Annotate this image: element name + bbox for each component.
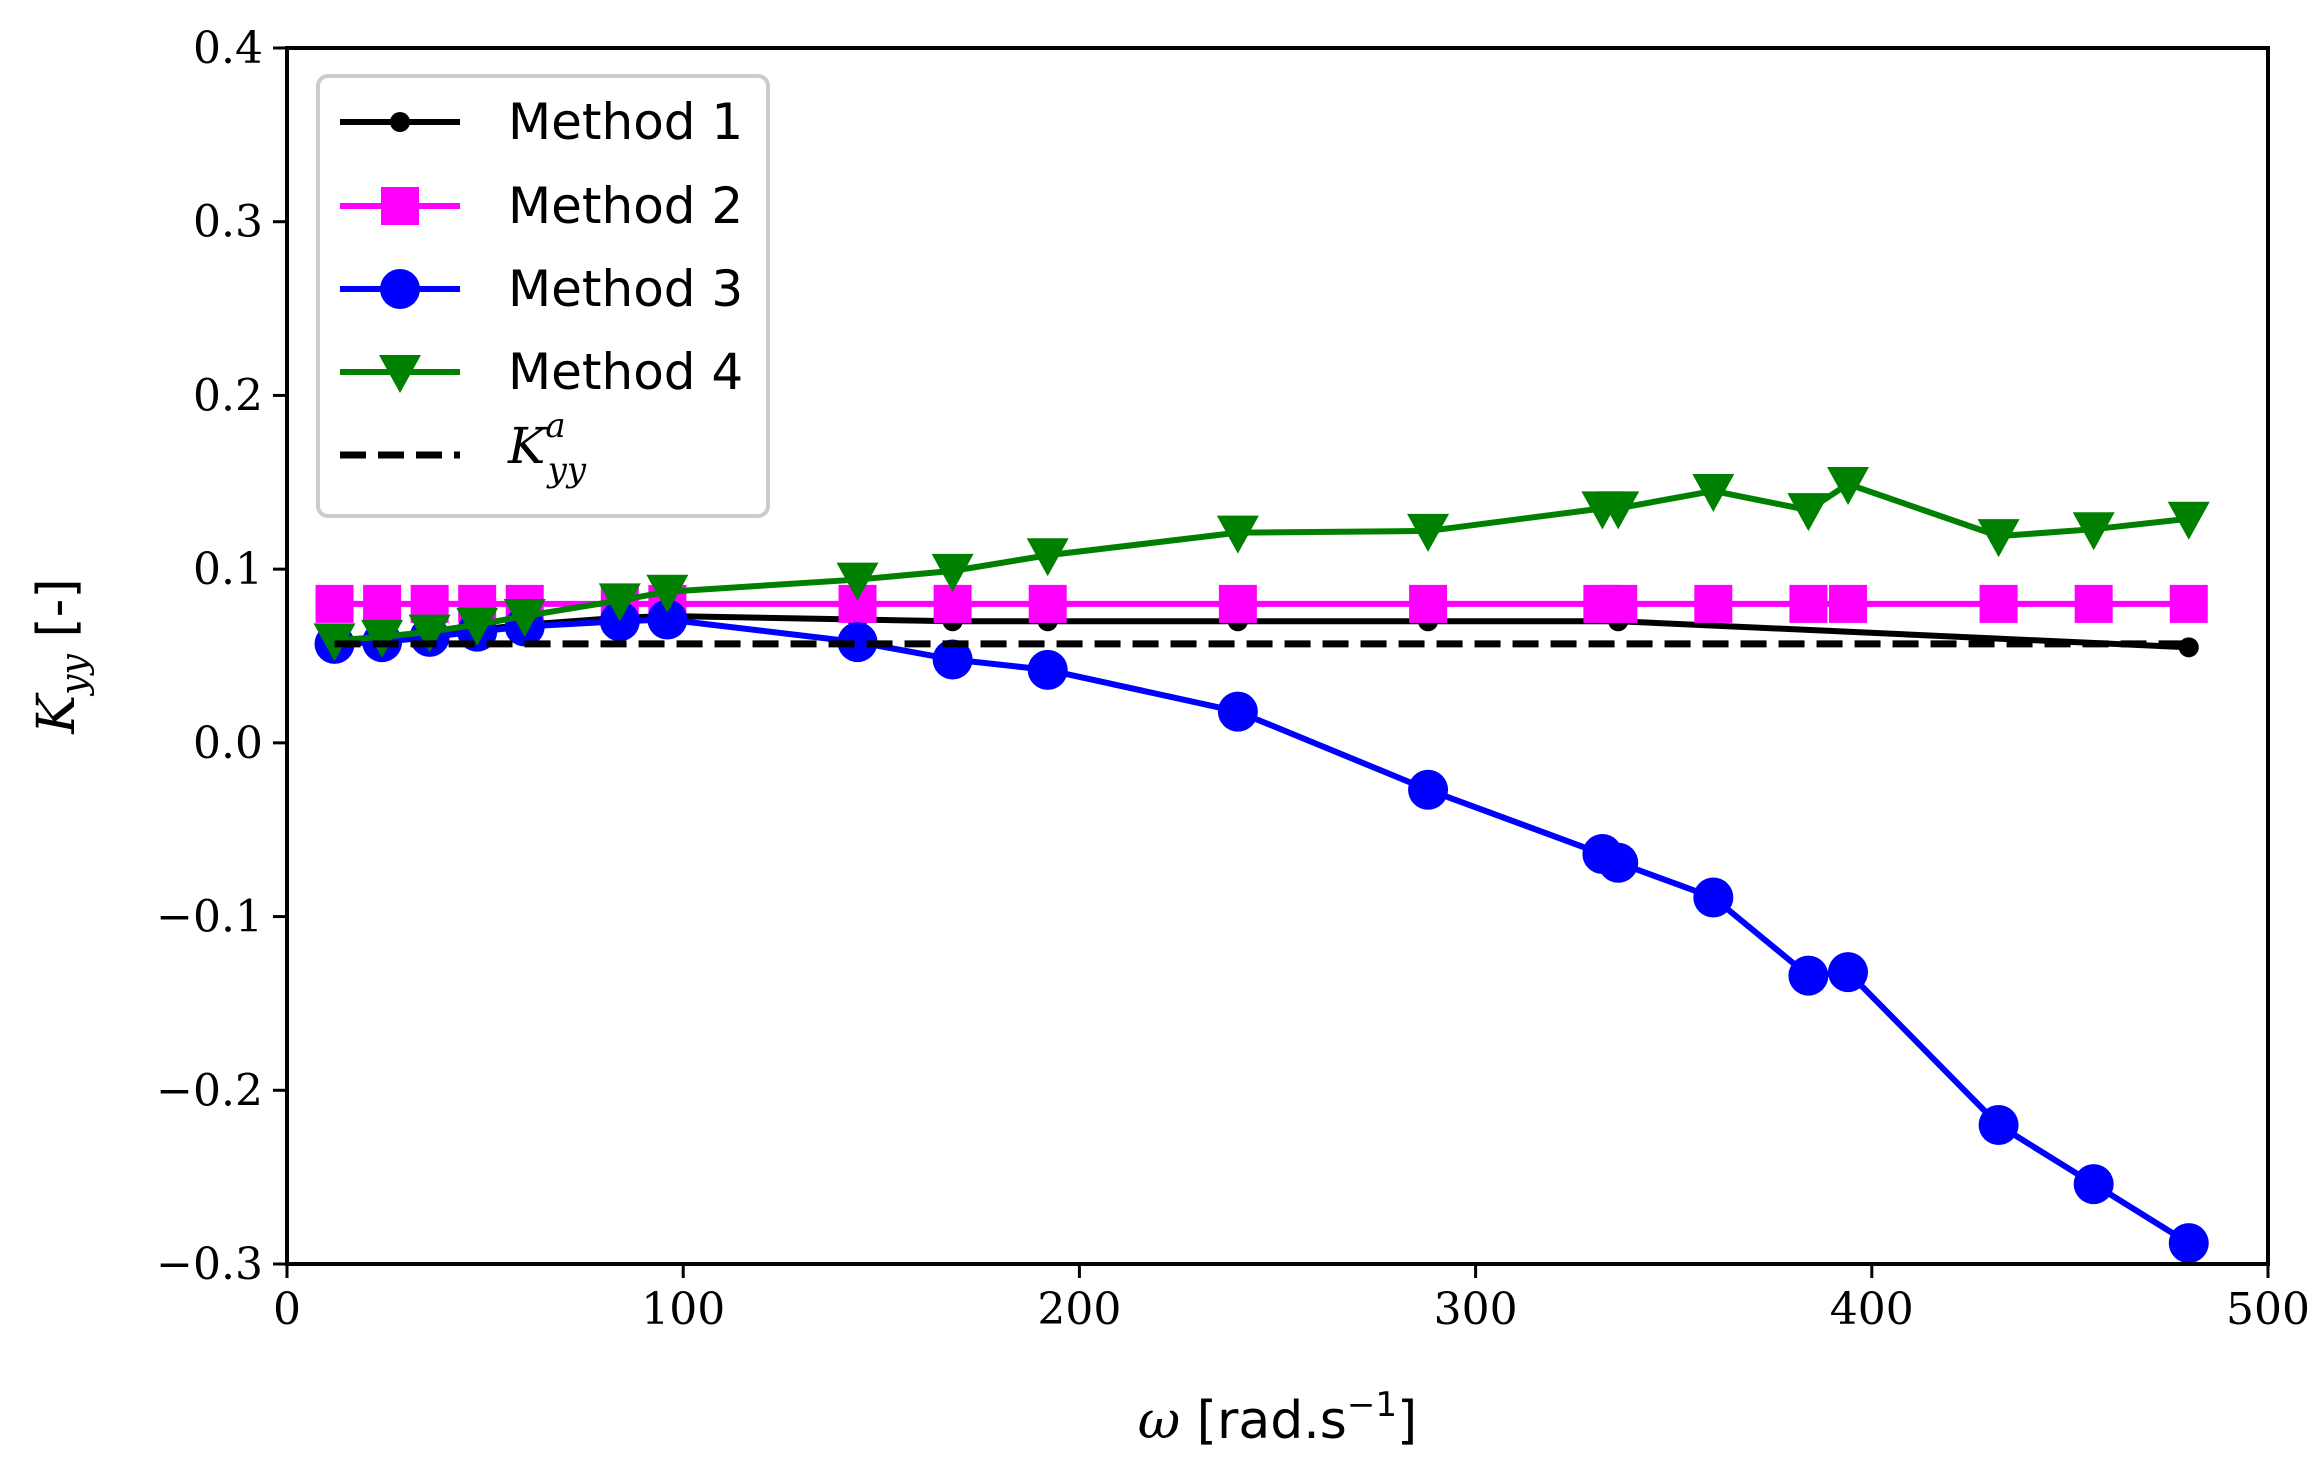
data-point (1026, 538, 1069, 577)
data-point (1027, 649, 1068, 690)
y-tick-label: 0.3 (193, 197, 263, 248)
data-point (1598, 842, 1639, 883)
data-point (2168, 1223, 2209, 1264)
data-point (932, 639, 973, 680)
data-point (2074, 584, 2113, 623)
y-tick-label: −0.3 (156, 1239, 263, 1290)
data-point (598, 583, 641, 622)
series-3 (314, 599, 2209, 1264)
data-point (646, 574, 689, 613)
data-point (1788, 955, 1829, 996)
x-tick-label: 0 (273, 1284, 301, 1335)
legend-marker (381, 187, 419, 225)
data-point (1979, 584, 2018, 623)
y-axis-label: Kyy [-] (27, 578, 95, 734)
legend-marker (379, 355, 421, 393)
data-point (1692, 473, 1735, 512)
data-point (363, 584, 402, 623)
data-point (315, 584, 354, 623)
legend-label: Method 1 (508, 93, 743, 151)
data-point (1827, 467, 1870, 506)
x-axis-unit: [rad.s (1180, 1391, 1347, 1451)
data-point (503, 599, 546, 638)
legend-item-4: Method 4 (340, 343, 743, 401)
data-point (408, 614, 451, 653)
data-point (1789, 584, 1828, 623)
series-line (334, 616, 2191, 1246)
legend-label: Method 2 (508, 177, 743, 235)
data-point (2072, 512, 2115, 551)
x-tick-label: 300 (1434, 1284, 1518, 1335)
data-point (1217, 691, 1258, 732)
data-point (361, 619, 404, 658)
data-point (1828, 952, 1869, 993)
legend-item-1: Method 1 (340, 93, 743, 151)
y-tick-label: 0.0 (193, 718, 263, 769)
data-point (1829, 584, 1868, 623)
y-tick-label: 0.1 (193, 544, 263, 595)
data-point (1597, 491, 1640, 530)
plot-frame (285, 46, 2270, 1266)
legend-item-2: Method 2 (340, 177, 743, 235)
data-point (1028, 584, 1067, 623)
data-point (1407, 513, 1450, 552)
y-axis-subscript: yy (54, 654, 95, 697)
series-layer (313, 467, 2210, 1264)
legend-item-3: Method 3 (340, 260, 743, 318)
data-point (1599, 584, 1638, 623)
y-tick-label: −0.1 (156, 892, 263, 943)
data-point (1977, 519, 2020, 558)
x-axis-unit-end: ] (1397, 1391, 1417, 1451)
legend-label: Ka yy (507, 406, 587, 490)
data-point (1787, 493, 1830, 532)
x-axis-unit-exponent: −1 (1347, 1385, 1397, 1425)
legend-item-5: Ka yy (340, 406, 587, 490)
legend-label: Method 3 (508, 260, 743, 318)
x-tick-label: 100 (641, 1284, 725, 1335)
y-tick-label: −0.2 (156, 1065, 263, 1116)
data-point (1218, 584, 1257, 623)
data-point (836, 562, 879, 601)
y-axis-unit: [-] (27, 578, 87, 654)
data-point (1978, 1105, 2019, 1146)
legend: Method 1 Method 2 Method 3 Method 4Ka yy (316, 74, 770, 518)
x-axis-symbol: ω (1138, 1391, 1180, 1451)
legend-marker (390, 112, 410, 132)
y-tick-label: 0.2 (193, 370, 263, 421)
data-point (456, 607, 499, 646)
data-point (837, 622, 878, 663)
x-tick-label: 400 (1830, 1284, 1914, 1335)
y-tick-label: 0.4 (193, 23, 263, 74)
data-point (2169, 584, 2208, 623)
data-point (1694, 584, 1733, 623)
data-point (931, 553, 974, 592)
data-point (1216, 515, 1259, 554)
data-point (2073, 1164, 2114, 1205)
x-tick-label: 500 (2226, 1284, 2310, 1335)
data-point (1408, 769, 1449, 810)
y-axis-symbol: K (27, 692, 87, 735)
data-point (2167, 501, 2210, 540)
x-tick-label: 200 (1037, 1284, 1121, 1335)
data-point (1693, 877, 1734, 918)
x-axis-label: ω [rad.s−1] (1138, 1385, 1418, 1451)
legend-label: Method 4 (508, 343, 743, 401)
ticks-layer: 0 100 200 300 400 500 −0.3 −0.2 −0.1 0.0 0.1 0.2 0.3… (156, 23, 2310, 1335)
legend-box (316, 74, 770, 518)
data-point (647, 599, 688, 640)
data-point (1409, 584, 1448, 623)
legend-marker (380, 269, 420, 309)
